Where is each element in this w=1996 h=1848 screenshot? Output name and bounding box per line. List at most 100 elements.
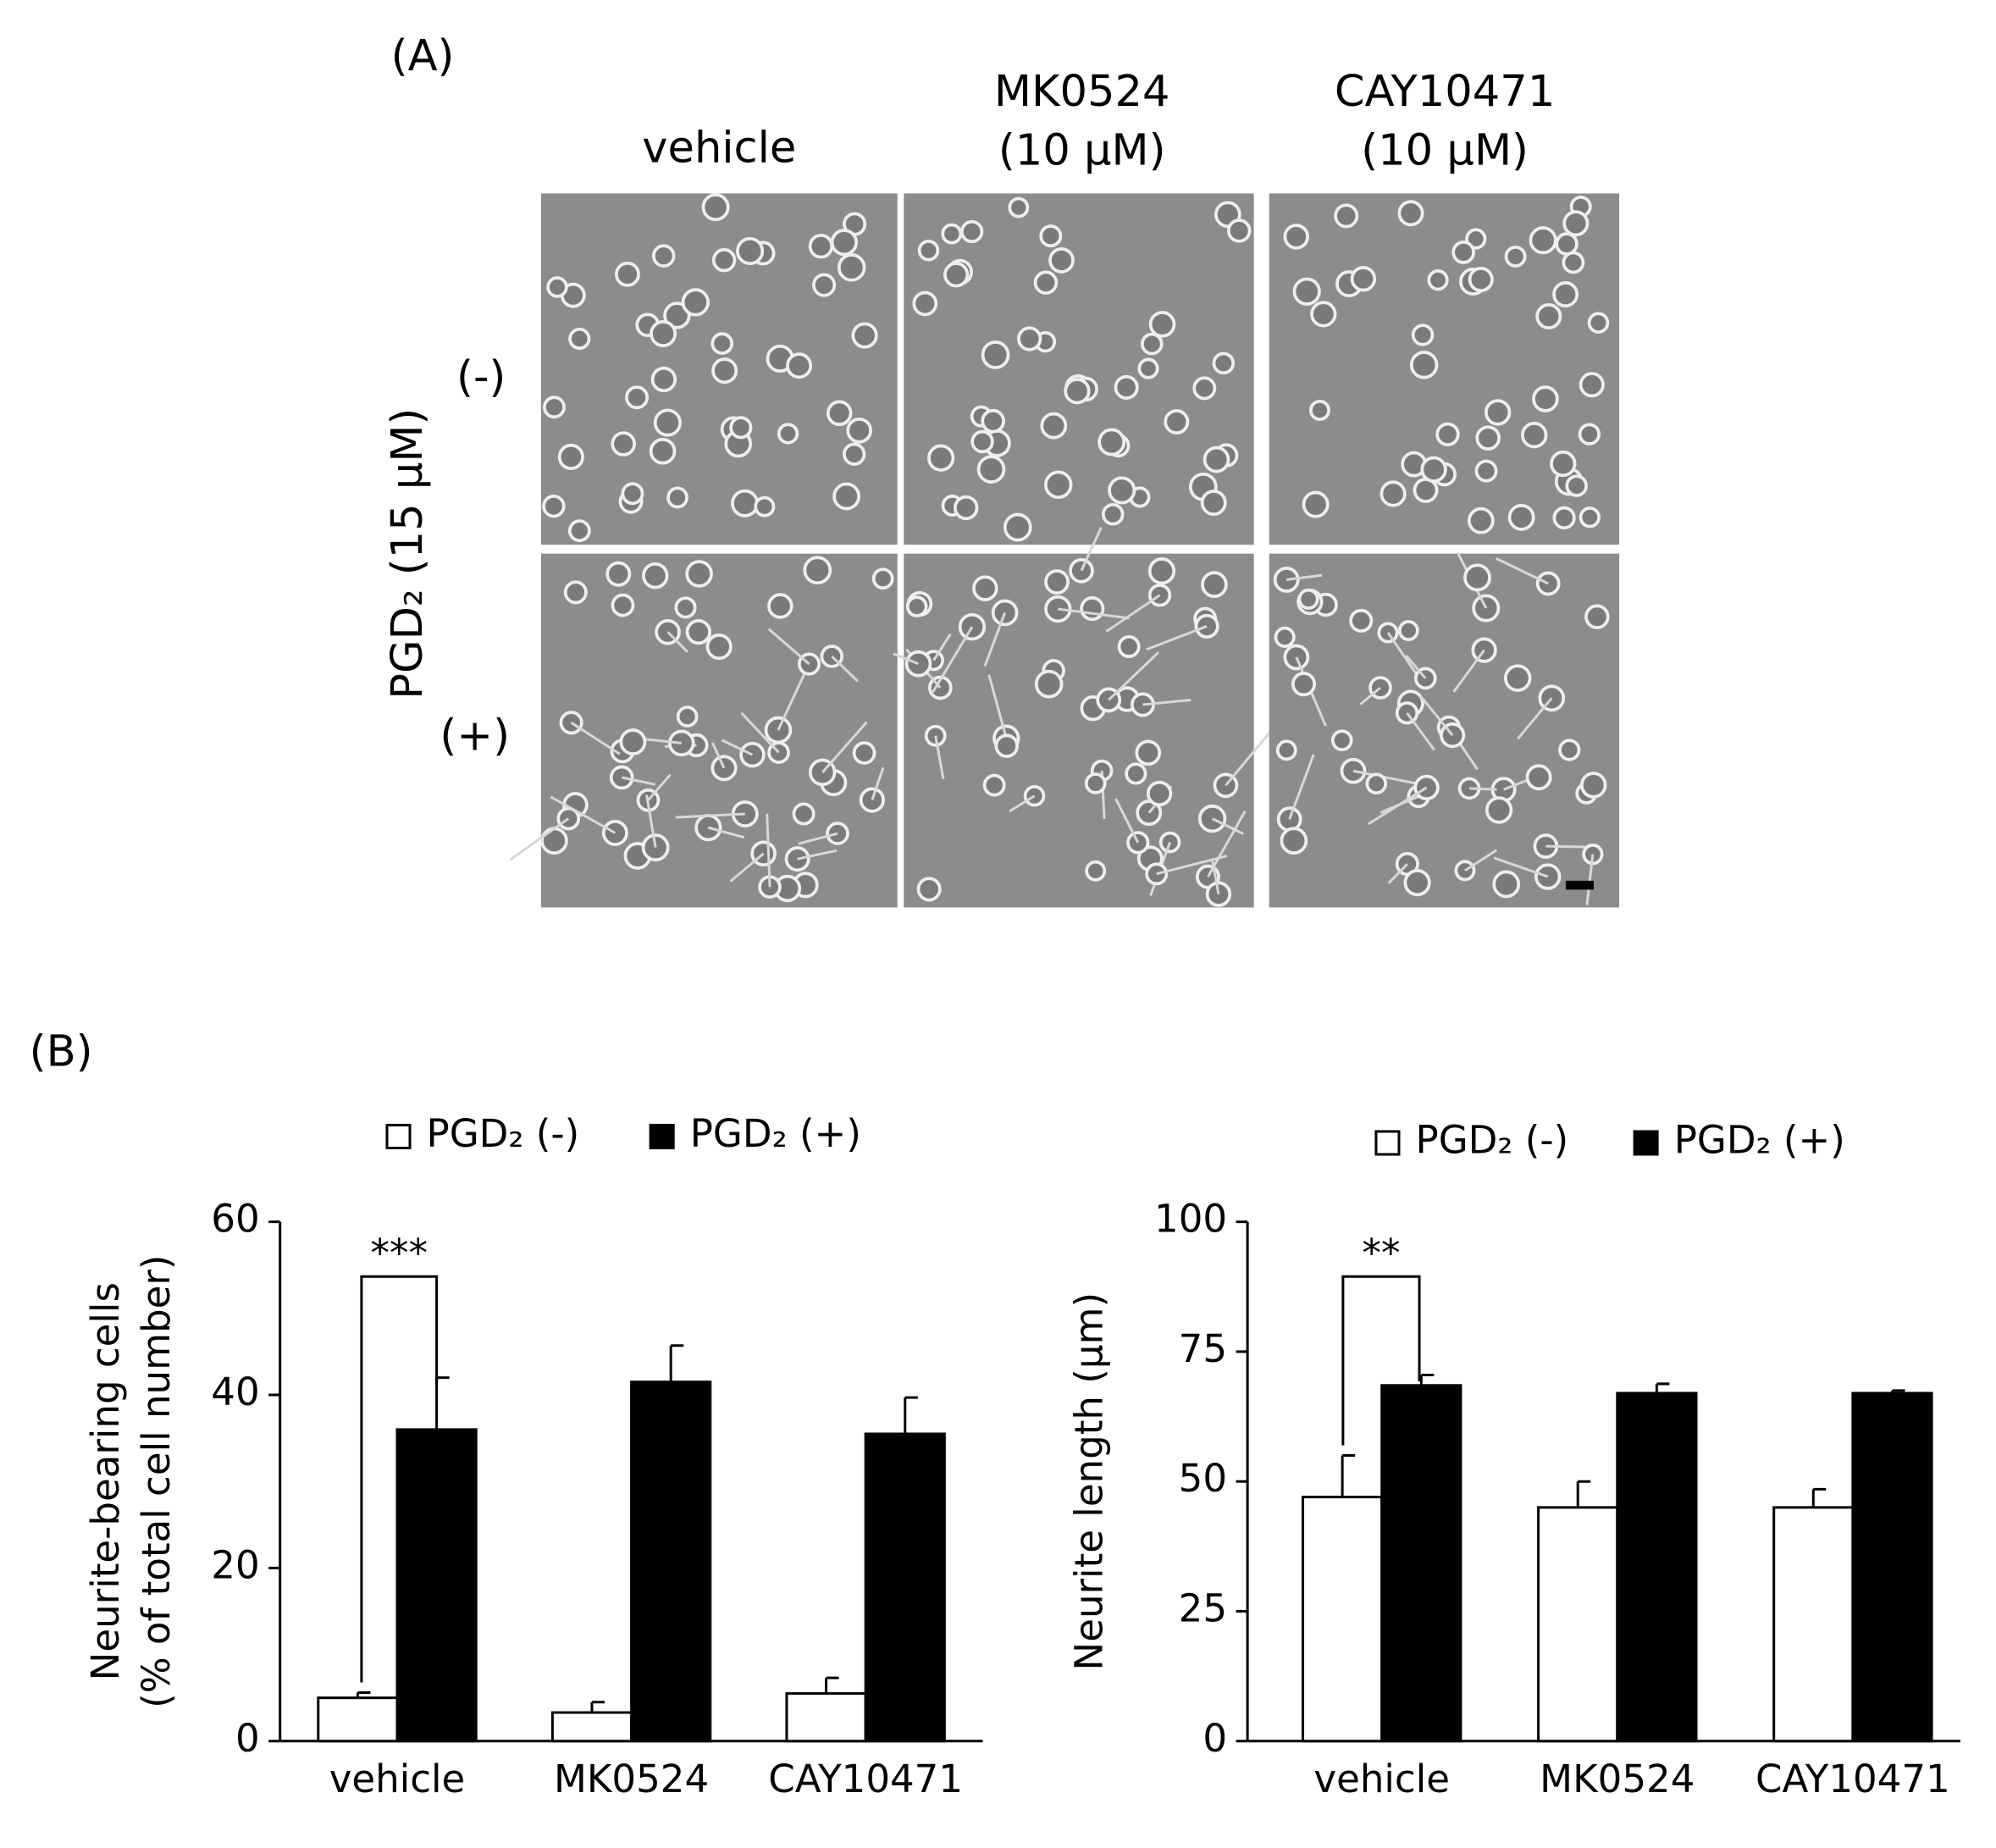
cell [605, 561, 632, 587]
cell [711, 357, 738, 385]
neurite [1452, 649, 1485, 693]
cell [1003, 512, 1032, 542]
x-tick-label: vehicle [1313, 1757, 1450, 1801]
cell [1280, 827, 1308, 855]
cell [1465, 228, 1487, 250]
cell [941, 223, 963, 245]
cell [1310, 301, 1337, 328]
x-tick-label: MK0524 [1540, 1757, 1695, 1801]
neurite [1080, 527, 1103, 572]
cell [1158, 831, 1181, 854]
bar [395, 1428, 478, 1743]
cell [619, 728, 647, 755]
cell [1125, 762, 1147, 785]
cell [837, 253, 866, 282]
neurite [1464, 849, 1498, 872]
cell [1535, 302, 1562, 329]
neurite [666, 631, 689, 653]
y-axis-label: (% of total cell number) [134, 1255, 179, 1708]
cell [832, 482, 860, 511]
cell [1146, 780, 1173, 807]
cell [777, 423, 799, 445]
y-tick-label: 75 [1179, 1326, 1227, 1371]
cell [667, 729, 695, 757]
cell [685, 560, 713, 588]
neurite [1156, 855, 1228, 876]
y-axis-label: Neurite-bearing cells [83, 1282, 128, 1680]
neurite [1058, 607, 1130, 620]
cell [1467, 506, 1495, 534]
cell [731, 489, 760, 517]
cell [982, 773, 1006, 797]
neurite [1496, 557, 1549, 585]
bar [1380, 1384, 1462, 1743]
cell [1463, 563, 1491, 592]
cell [621, 482, 644, 506]
cell [1117, 635, 1141, 659]
neurite [621, 776, 656, 786]
cell [1580, 772, 1607, 799]
bar [317, 1696, 399, 1743]
cell [1525, 764, 1552, 791]
significance-bracket [360, 1275, 439, 1683]
significance-label: *** [370, 1231, 428, 1275]
cell [976, 455, 1006, 484]
cell [1427, 269, 1449, 291]
neurite [645, 794, 657, 848]
cell [611, 431, 636, 456]
bar [864, 1432, 946, 1743]
neurite [550, 795, 616, 834]
panel-label: (A) [391, 31, 455, 81]
legend-label: PGD₂ (-) [427, 1111, 580, 1156]
y-tick-label: 20 [211, 1542, 259, 1587]
cell [1008, 196, 1030, 219]
cell [1552, 281, 1579, 308]
cell [1579, 372, 1605, 398]
cell [981, 340, 1010, 369]
cell [1532, 385, 1559, 412]
neurite [1387, 863, 1408, 884]
cell [701, 193, 730, 222]
cell [1503, 664, 1532, 692]
cell [1349, 608, 1374, 633]
cell [1558, 739, 1581, 761]
cell [767, 593, 793, 619]
significance-label: ** [1362, 1231, 1400, 1275]
cell [943, 262, 970, 288]
cell [1521, 421, 1548, 449]
neurite [1359, 686, 1381, 705]
cell [1043, 470, 1073, 500]
cell [1064, 378, 1091, 405]
error-bar [1341, 1454, 1356, 1497]
cell [1108, 476, 1136, 505]
cell [736, 236, 765, 266]
cell [1017, 326, 1042, 351]
cell [1492, 870, 1521, 899]
neurite [1468, 787, 1497, 791]
cell [1226, 219, 1252, 243]
cell [1147, 584, 1172, 607]
panel-label: (B) [30, 1026, 93, 1076]
micrographs [509, 193, 1620, 908]
cell [1135, 739, 1162, 766]
column-header: CAY10471 [1335, 67, 1555, 117]
cell [912, 290, 938, 317]
cell [1550, 450, 1577, 478]
cell [1397, 200, 1424, 227]
cell [1302, 490, 1330, 518]
cell [1365, 772, 1388, 795]
cell [1334, 203, 1359, 229]
cell [1084, 772, 1107, 794]
bar [550, 1711, 633, 1743]
column-header: (10 μM) [998, 125, 1166, 175]
cell [649, 437, 677, 465]
cell [1291, 672, 1317, 697]
cell [1309, 400, 1330, 421]
legend-label: PGD₂ (+) [1674, 1117, 1845, 1162]
bar [1772, 1506, 1855, 1743]
error-bar [669, 1344, 684, 1382]
cell [1023, 784, 1046, 807]
bar [1616, 1392, 1698, 1743]
cell [1212, 351, 1236, 375]
neurite [1108, 651, 1160, 701]
